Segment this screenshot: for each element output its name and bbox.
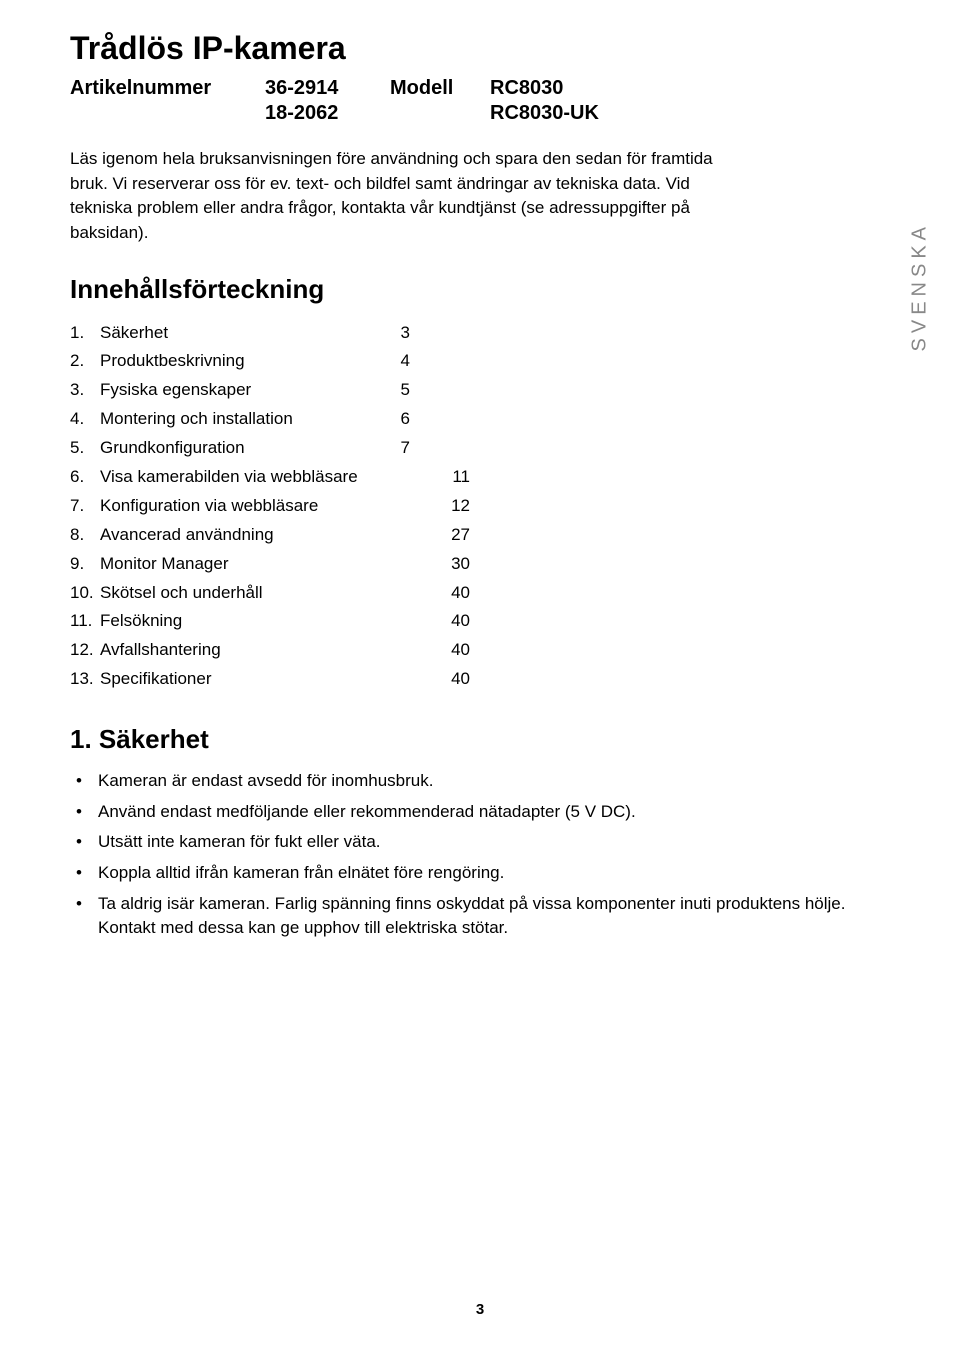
toc-item: 9. Monitor Manager 30 bbox=[70, 550, 890, 579]
model-value-2: RC8030-UK bbox=[490, 102, 599, 125]
article-label: Artikelnummer bbox=[70, 77, 265, 100]
article-row-2: 18-2062 RC8030-UK bbox=[70, 102, 890, 125]
toc-item: 11. Felsökning 40 bbox=[70, 607, 890, 636]
toc-label: Konfiguration via webbläsare bbox=[100, 492, 318, 521]
toc-item: 2. Produktbeskrivning 4 bbox=[70, 347, 890, 376]
toc-num: 4. bbox=[70, 405, 100, 434]
safety-bullet-list: Kameran är endast avsedd för inomhusbruk… bbox=[70, 769, 890, 941]
toc-item: 10. Skötsel och underhåll 40 bbox=[70, 579, 890, 608]
section-1-heading: 1. Säkerhet bbox=[70, 724, 890, 755]
toc-label: Felsökning bbox=[100, 607, 182, 636]
toc-num: 11. bbox=[70, 607, 100, 636]
toc-heading: Innehållsförteckning bbox=[70, 274, 890, 305]
toc-label: Specifikationer bbox=[100, 665, 212, 694]
toc-num: 10. bbox=[70, 579, 100, 608]
toc-num: 7. bbox=[70, 492, 100, 521]
toc-page: 27 bbox=[451, 521, 890, 550]
toc-label: Montering och installation bbox=[100, 405, 293, 434]
toc-num: 13. bbox=[70, 665, 100, 694]
toc-num: 6. bbox=[70, 463, 100, 492]
toc-num: 9. bbox=[70, 550, 100, 579]
toc-label: Avancerad användning bbox=[100, 521, 274, 550]
toc-page: 40 bbox=[451, 607, 890, 636]
language-side-label: SVENSKA bbox=[908, 222, 931, 351]
toc-page: 5 bbox=[401, 376, 890, 405]
toc-num: 3. bbox=[70, 376, 100, 405]
toc-item: 1. Säkerhet 3 bbox=[70, 319, 890, 348]
toc-item: 13. Specifikationer 40 bbox=[70, 665, 890, 694]
toc-page: 30 bbox=[451, 550, 890, 579]
bullet-item: Använd endast medföljande eller rekommen… bbox=[70, 800, 890, 825]
toc-label: Grundkonfiguration bbox=[100, 434, 245, 463]
article-value-2: 18-2062 bbox=[265, 102, 390, 125]
toc-page: 3 bbox=[401, 319, 890, 348]
toc-label: Monitor Manager bbox=[100, 550, 229, 579]
toc-page: 40 bbox=[451, 665, 890, 694]
article-row-1: Artikelnummer 36-2914 Modell RC8030 bbox=[70, 77, 890, 100]
bullet-item: Ta aldrig isär kameran. Farlig spänning … bbox=[70, 892, 890, 941]
bullet-item: Kameran är endast avsedd för inomhusbruk… bbox=[70, 769, 890, 794]
article-label-blank bbox=[70, 102, 265, 125]
toc-page: 40 bbox=[451, 636, 890, 665]
toc-label: Skötsel och underhåll bbox=[100, 579, 263, 608]
article-value-1: 36-2914 bbox=[265, 77, 390, 100]
toc-num: 1. bbox=[70, 319, 100, 348]
toc-list: 1. Säkerhet 3 2. Produktbeskrivning 4 3.… bbox=[70, 319, 890, 695]
toc-page: 40 bbox=[451, 579, 890, 608]
toc-item: 5. Grundkonfiguration 7 bbox=[70, 434, 890, 463]
model-label-blank bbox=[390, 102, 490, 125]
model-label: Modell bbox=[390, 77, 490, 100]
intro-paragraph: Läs igenom hela bruksanvisningen före an… bbox=[70, 147, 740, 246]
toc-page: 11 bbox=[452, 463, 890, 492]
toc-num: 12. bbox=[70, 636, 100, 665]
toc-item: 4. Montering och installation 6 bbox=[70, 405, 890, 434]
toc-label: Produktbeskrivning bbox=[100, 347, 245, 376]
model-value-1: RC8030 bbox=[490, 77, 563, 100]
toc-page: 12 bbox=[451, 492, 890, 521]
toc-page: 7 bbox=[401, 434, 890, 463]
toc-label: Fysiska egenskaper bbox=[100, 376, 251, 405]
toc-item: 12. Avfallshantering 40 bbox=[70, 636, 890, 665]
toc-item: 8. Avancerad användning 27 bbox=[70, 521, 890, 550]
toc-page: 4 bbox=[401, 347, 890, 376]
toc-label: Visa kamerabilden via webbläsare bbox=[100, 463, 358, 492]
toc-label: Avfallshantering bbox=[100, 636, 221, 665]
toc-page: 6 bbox=[401, 405, 890, 434]
bullet-item: Koppla alltid ifrån kameran från elnätet… bbox=[70, 861, 890, 886]
product-title: Trådlös IP-kamera bbox=[70, 30, 890, 67]
toc-item: 6. Visa kamerabilden via webbläsare 11 bbox=[70, 463, 890, 492]
bullet-item: Utsätt inte kameran för fukt eller väta. bbox=[70, 830, 890, 855]
toc-item: 7. Konfiguration via webbläsare 12 bbox=[70, 492, 890, 521]
toc-num: 2. bbox=[70, 347, 100, 376]
toc-num: 5. bbox=[70, 434, 100, 463]
page-number: 3 bbox=[476, 1301, 484, 1318]
toc-num: 8. bbox=[70, 521, 100, 550]
toc-item: 3. Fysiska egenskaper 5 bbox=[70, 376, 890, 405]
toc-label: Säkerhet bbox=[100, 319, 168, 348]
